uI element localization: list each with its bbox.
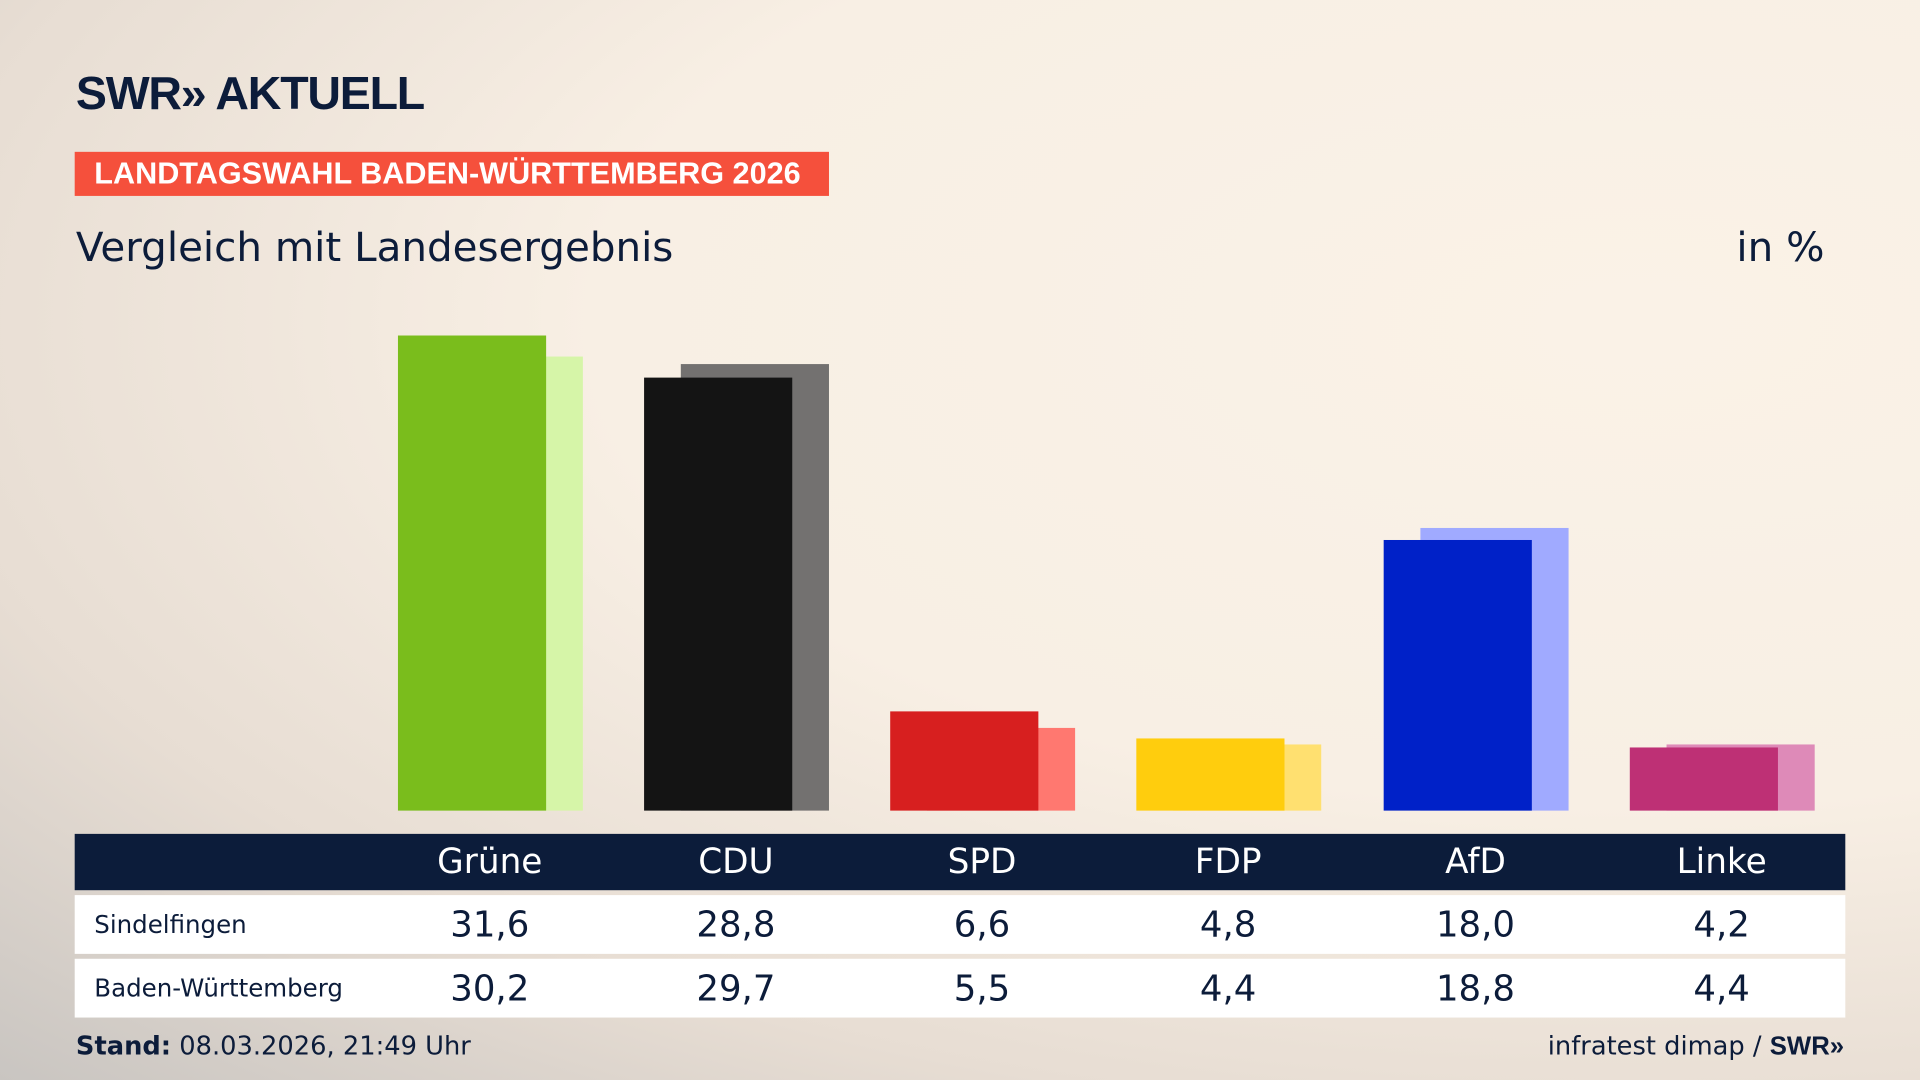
bar-sindelfingen — [397, 335, 547, 811]
bar-sindelfingen — [1629, 747, 1778, 811]
value-cell: 5,5 — [953, 967, 1011, 1009]
value-cell: 29,7 — [696, 967, 776, 1009]
source-text: infratest dimap / — [1547, 1031, 1762, 1061]
stand-label: Stand: — [75, 1031, 172, 1061]
value-cell: 30,2 — [450, 967, 530, 1009]
value-cell: 18,0 — [1435, 903, 1516, 946]
kicker-banner: LANDTAGSWAHL BADEN-WÜRTTEMBERG 2026 — [74, 151, 829, 196]
party-label: CDU — [698, 841, 774, 882]
bar-sindelfingen — [1136, 738, 1285, 811]
value-cell: 18,8 — [1435, 967, 1516, 1009]
party-label: FDP — [1194, 841, 1262, 882]
value-cell: 4,8 — [1199, 903, 1257, 946]
value-cell: 6,6 — [953, 903, 1011, 946]
party-label: Linke — [1676, 841, 1767, 882]
row-label: Sindelfingen — [94, 909, 247, 940]
value-cell: 4,4 — [1693, 967, 1750, 1009]
bar-sindelfingen — [890, 711, 1039, 811]
row-label: Baden-Württemberg — [94, 973, 343, 1003]
table-row: Baden-Württemberg 30,2 29,7 5,5 4,4 18,8 4,4 — [74, 958, 1846, 1018]
bar-sindelfingen — [1383, 539, 1532, 811]
table-row: Sindelfingen 31,6 28,8 6,6 4,8 18,0 4,2 — [74, 895, 1846, 954]
timestamp: Stand: 08.03.2026, 21:49 Uhr — [76, 1031, 471, 1060]
party-label: SPD — [947, 841, 1017, 882]
party-label: Grüne — [437, 841, 543, 882]
source: infratest dimap / SWR» — [1548, 1031, 1844, 1062]
value-cell: 4,4 — [1199, 967, 1257, 1009]
chart-title: Vergleich mit Landesergebnis — [75, 222, 674, 271]
unit-label: in % — [1736, 222, 1825, 271]
table-header-row: Grüne CDU SPD FDP AfD Linke — [74, 833, 1846, 891]
value-cell: 28,8 — [696, 903, 776, 946]
party-label: AfD — [1445, 841, 1506, 882]
swr-aktuell-logo: SWR» AKTUELL — [75, 68, 425, 121]
results-table: Grüne CDU SPD FDP AfD Linke Sindelfingen 31,6 2… — [74, 833, 1846, 1018]
bar-sindelfingen — [644, 377, 793, 811]
swr-logo-small: SWR» — [1769, 1032, 1845, 1061]
value-cell: 31,6 — [450, 903, 530, 946]
stand-value: 08.03.2026, 21:49 Uhr — [179, 1031, 471, 1061]
value-cell: 4,2 — [1693, 903, 1750, 946]
